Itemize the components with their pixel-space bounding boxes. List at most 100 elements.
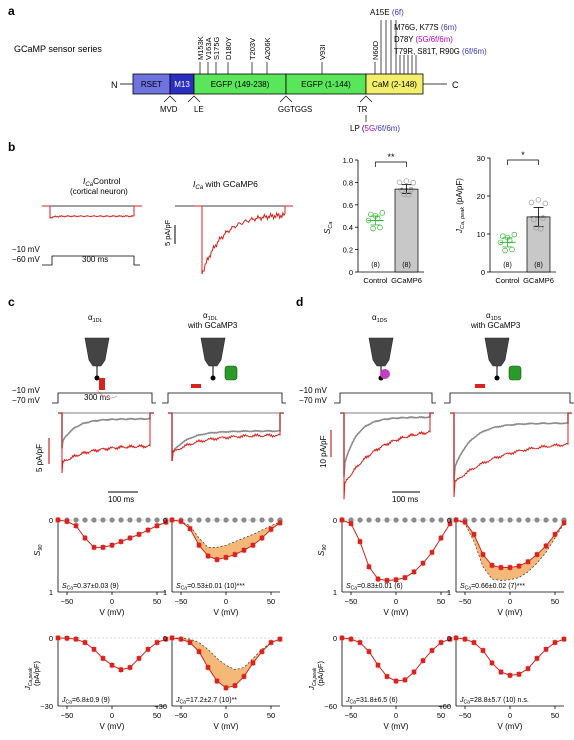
data-point: [402, 575, 408, 580]
gray-point: [411, 517, 417, 523]
c-duration: 300 ms: [84, 393, 110, 402]
n-terminus: N: [111, 80, 118, 90]
gray-point: [375, 517, 381, 523]
y-tick-label: 0: [163, 634, 167, 643]
y-tick-label: 0: [349, 268, 353, 277]
y-tick-label: 0.6: [343, 201, 353, 210]
gcamp-icon: [224, 365, 238, 381]
panel-label-c: c: [8, 295, 15, 309]
gray-point: [516, 517, 522, 523]
x-tick-label: 50: [551, 711, 559, 720]
y-tick-label: 1: [333, 588, 337, 597]
y-tick-label: 0: [49, 516, 53, 525]
data-point: [502, 247, 508, 254]
channel-node: [210, 375, 216, 381]
data-point: [396, 179, 403, 186]
series-label: GCaMP sensor series: [14, 44, 102, 54]
voltage-pulse: [52, 392, 156, 404]
gray-point: [82, 517, 88, 523]
data-point: [534, 656, 540, 661]
x-tick-label: 0: [394, 711, 398, 720]
data-point: [127, 535, 133, 541]
data-point: [370, 225, 376, 232]
x-tick-label: 0: [224, 597, 228, 606]
c-voltage-2: −70 mV: [12, 396, 40, 405]
linker-label: LE: [194, 105, 204, 114]
trace-red: [450, 412, 572, 498]
gray-point: [73, 517, 79, 523]
x-axis-label: V (mV): [214, 608, 239, 617]
data-point: [118, 539, 124, 544]
d-scale-x: 100 ms: [392, 495, 418, 504]
gray-point: [480, 517, 486, 523]
block-label: EGFP (1-144): [301, 80, 351, 89]
c-scale-x: 100 ms: [108, 495, 134, 504]
data-point: [471, 640, 477, 645]
y-axis-label-s: S90: [33, 544, 44, 556]
y-tick-label: 10: [477, 230, 485, 239]
y-tick-label: 0: [481, 268, 485, 277]
data-point: [223, 685, 229, 691]
gray-point: [471, 517, 477, 523]
data-point: [377, 224, 383, 231]
d-col2-title: α1DS: [486, 311, 502, 322]
data-point: [187, 640, 193, 645]
mutation-group: D78Y (5G/6f/6m): [394, 35, 453, 44]
data-point: [241, 547, 247, 553]
voltage-pulse: [162, 392, 286, 404]
data-point: [408, 186, 414, 193]
data-point: [384, 578, 390, 583]
difference-area: [172, 638, 280, 688]
data-point: [277, 520, 283, 526]
data-point: [196, 542, 202, 548]
reference-curve: [455, 519, 565, 581]
x-tick-label: −50: [459, 711, 472, 720]
data-point: [411, 569, 417, 575]
stat-note: SCa=0.37±0.03 (9): [62, 583, 119, 592]
data-point: [420, 560, 426, 566]
data-point: [375, 576, 381, 582]
data-point: [552, 640, 558, 645]
gray-point: [552, 517, 558, 523]
data-point: [154, 640, 160, 645]
stat-note: SCa=0.66±0.02 (7)***: [460, 583, 525, 592]
data-point: [542, 200, 549, 207]
b-duration: 300 ms: [82, 255, 108, 264]
data-point: [339, 517, 345, 523]
ctd-icon: [380, 369, 390, 379]
y-axis-unit-j: (pA/pF): [316, 660, 325, 686]
gray-point: [223, 517, 229, 523]
gray-point: [498, 517, 504, 523]
data-point: [525, 559, 531, 565]
panel-label-a: a: [8, 4, 15, 18]
sig-bracket: [375, 161, 407, 167]
data-point: [462, 519, 468, 525]
y-tick-label: −30: [40, 702, 53, 711]
stat-note: JCa=6.8±0.9 (9): [61, 697, 110, 706]
mutation-label: T203V: [248, 38, 257, 60]
data-point: [543, 647, 549, 652]
bar: [394, 188, 419, 273]
data-point: [109, 542, 115, 548]
ctd-tail: [96, 389, 118, 399]
y-tick-label: 0: [333, 516, 337, 525]
data-point: [259, 649, 265, 654]
gray-point: [250, 517, 256, 523]
gray-point: [525, 517, 531, 523]
data-point: [453, 517, 459, 523]
data-point: [136, 656, 142, 661]
block-label: M13: [174, 80, 190, 89]
x-tick-label: 50: [437, 711, 445, 720]
data-point: [348, 521, 354, 526]
data-point: [214, 557, 220, 562]
data-point: [420, 658, 426, 663]
data-point: [410, 180, 417, 186]
gray-point: [127, 517, 133, 523]
category-label: GCaMP6: [523, 276, 554, 285]
y-tick-label: −60: [324, 702, 337, 711]
gray-point: [420, 517, 426, 523]
mutation-label: V163A: [204, 37, 213, 60]
n-label: (8): [534, 262, 543, 269]
data-point: [82, 535, 88, 541]
